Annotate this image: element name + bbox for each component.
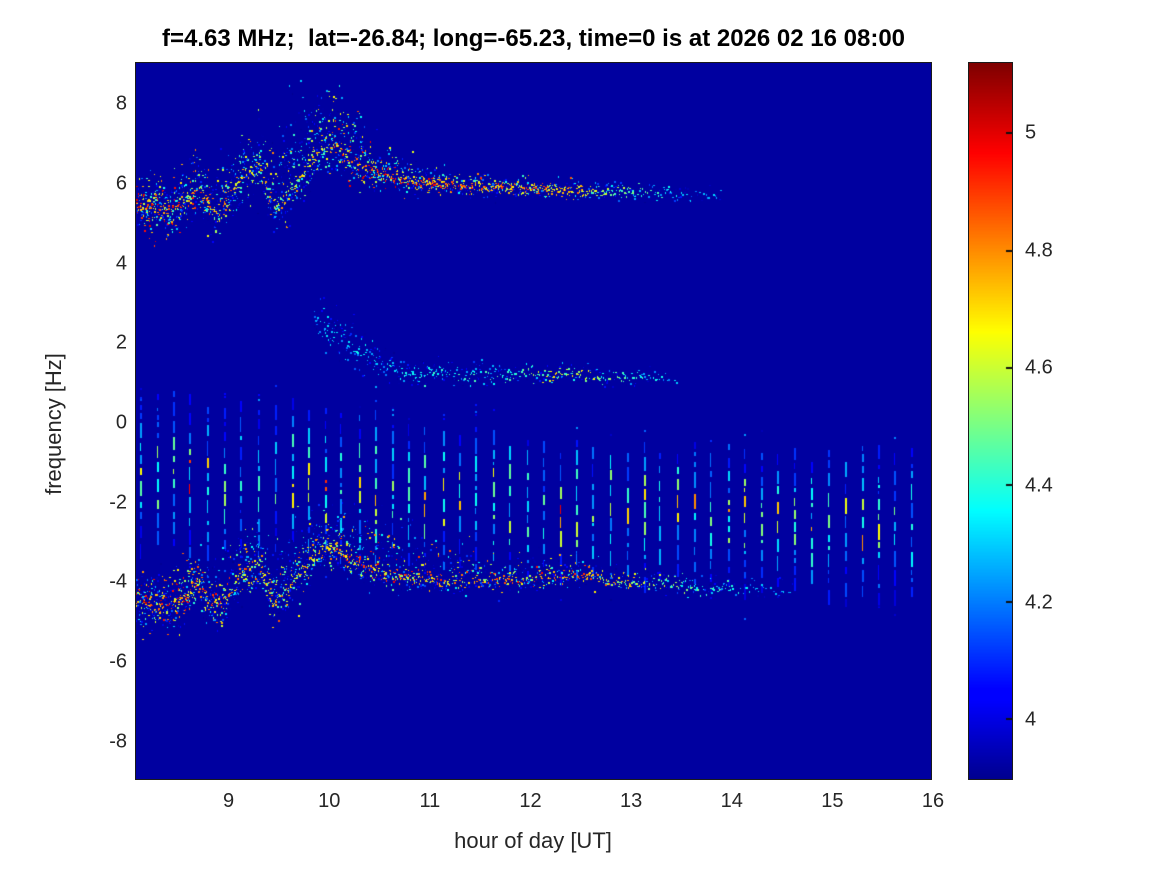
x-tick-label: 13 [619, 790, 643, 812]
plot-area [135, 62, 932, 780]
colorbar [968, 62, 1013, 780]
y-tick-label: -8 [109, 730, 127, 753]
colorbar-tick-label: 5 [1025, 121, 1037, 144]
y-tick-label: 0 [115, 411, 127, 434]
x-tick-label: 12 [519, 790, 542, 812]
x-axis-label: hour of day [UT] [454, 828, 612, 853]
y-tick-label: 6 [115, 172, 127, 195]
colorbar-tick-label: 4 [1025, 708, 1037, 731]
y-tick-label: 2 [115, 331, 127, 354]
y-tick-label: -4 [109, 570, 127, 593]
x-tick-label: 16 [921, 790, 945, 812]
y-tick-label: 4 [115, 252, 127, 275]
y-axis-label: frequency [Hz] [41, 353, 66, 495]
colorbar-tick-label: 4.6 [1025, 356, 1053, 379]
spectrogram-canvas [136, 63, 931, 779]
colorbar-tick-label: 4.2 [1025, 591, 1053, 614]
y-tick-label: -2 [109, 491, 127, 514]
x-tick-label: 11 [419, 790, 441, 812]
x-tick-label: 15 [821, 790, 844, 812]
y-tick-label: 8 [115, 92, 127, 115]
colorbar-canvas [969, 63, 1012, 779]
y-tick-label: -6 [109, 650, 127, 673]
x-tick-label: 9 [223, 790, 235, 812]
colorbar-tick-label: 4.4 [1025, 474, 1053, 497]
colorbar-tick-label: 4.8 [1025, 239, 1053, 262]
x-tick-label: 14 [720, 790, 743, 812]
figure-title: f=4.63 MHz; lat=-26.84; long=-65.23, tim… [161, 25, 906, 52]
x-tick-label: 10 [318, 790, 341, 812]
